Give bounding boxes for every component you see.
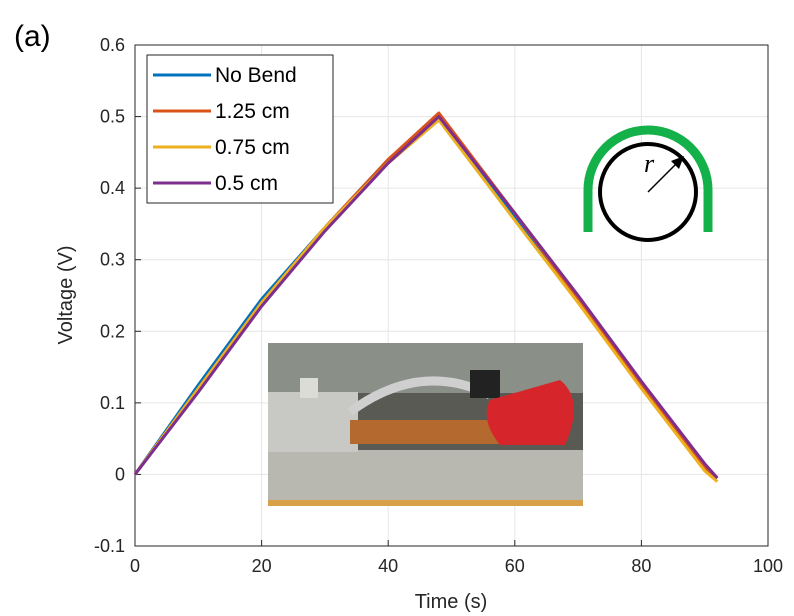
series-line — [133, 118, 719, 483]
x-axis-label: Time (s) — [415, 591, 488, 613]
photo-clamp — [268, 392, 358, 452]
y-tick-label: 0.5 — [100, 107, 125, 127]
y-tick-label: -0.1 — [94, 536, 125, 556]
legend: No Bend 1.25 cm 0.75 cm 0.5 cm — [146, 54, 334, 204]
y-tick-label: 0.2 — [100, 321, 125, 341]
photo-rail — [268, 450, 583, 506]
panel-label: (a) — [14, 20, 51, 53]
radius-arrow — [647, 161, 679, 193]
photo-probe — [470, 370, 500, 398]
legend-label: 1.25 cm — [215, 100, 290, 123]
y-tick-label: 0 — [115, 464, 125, 484]
bend-diagram: r — [583, 125, 713, 242]
x-tick-label: 80 — [631, 556, 651, 576]
y-tick-label: 0.6 — [100, 35, 125, 55]
legend-label: No Bend — [215, 64, 297, 87]
x-tick-label: 100 — [753, 556, 783, 576]
x-tick-label: 40 — [378, 556, 398, 576]
y-tick-label: 0.1 — [100, 393, 125, 413]
inset-photo — [268, 343, 583, 506]
photo-cylinder — [486, 380, 574, 445]
legend-label: 0.75 cm — [215, 136, 290, 159]
legend-box — [146, 54, 334, 204]
series-line — [133, 115, 719, 480]
arrow-head — [671, 156, 684, 169]
bend-strip — [583, 125, 713, 232]
photo-bolt — [300, 378, 318, 398]
x-tick-label: 60 — [505, 556, 525, 576]
axes-box — [134, 44, 769, 547]
y-axis-label: Voltage (V) — [55, 246, 77, 345]
radius-label: r — [644, 149, 655, 178]
x-tick-label: 0 — [130, 556, 140, 576]
photo-base — [268, 500, 583, 506]
y-tick-label: 0.3 — [100, 250, 125, 270]
legend-label: 0.5 cm — [215, 172, 278, 195]
y-tick-label: 0.4 — [100, 178, 125, 198]
x-tick-label: 20 — [252, 556, 272, 576]
